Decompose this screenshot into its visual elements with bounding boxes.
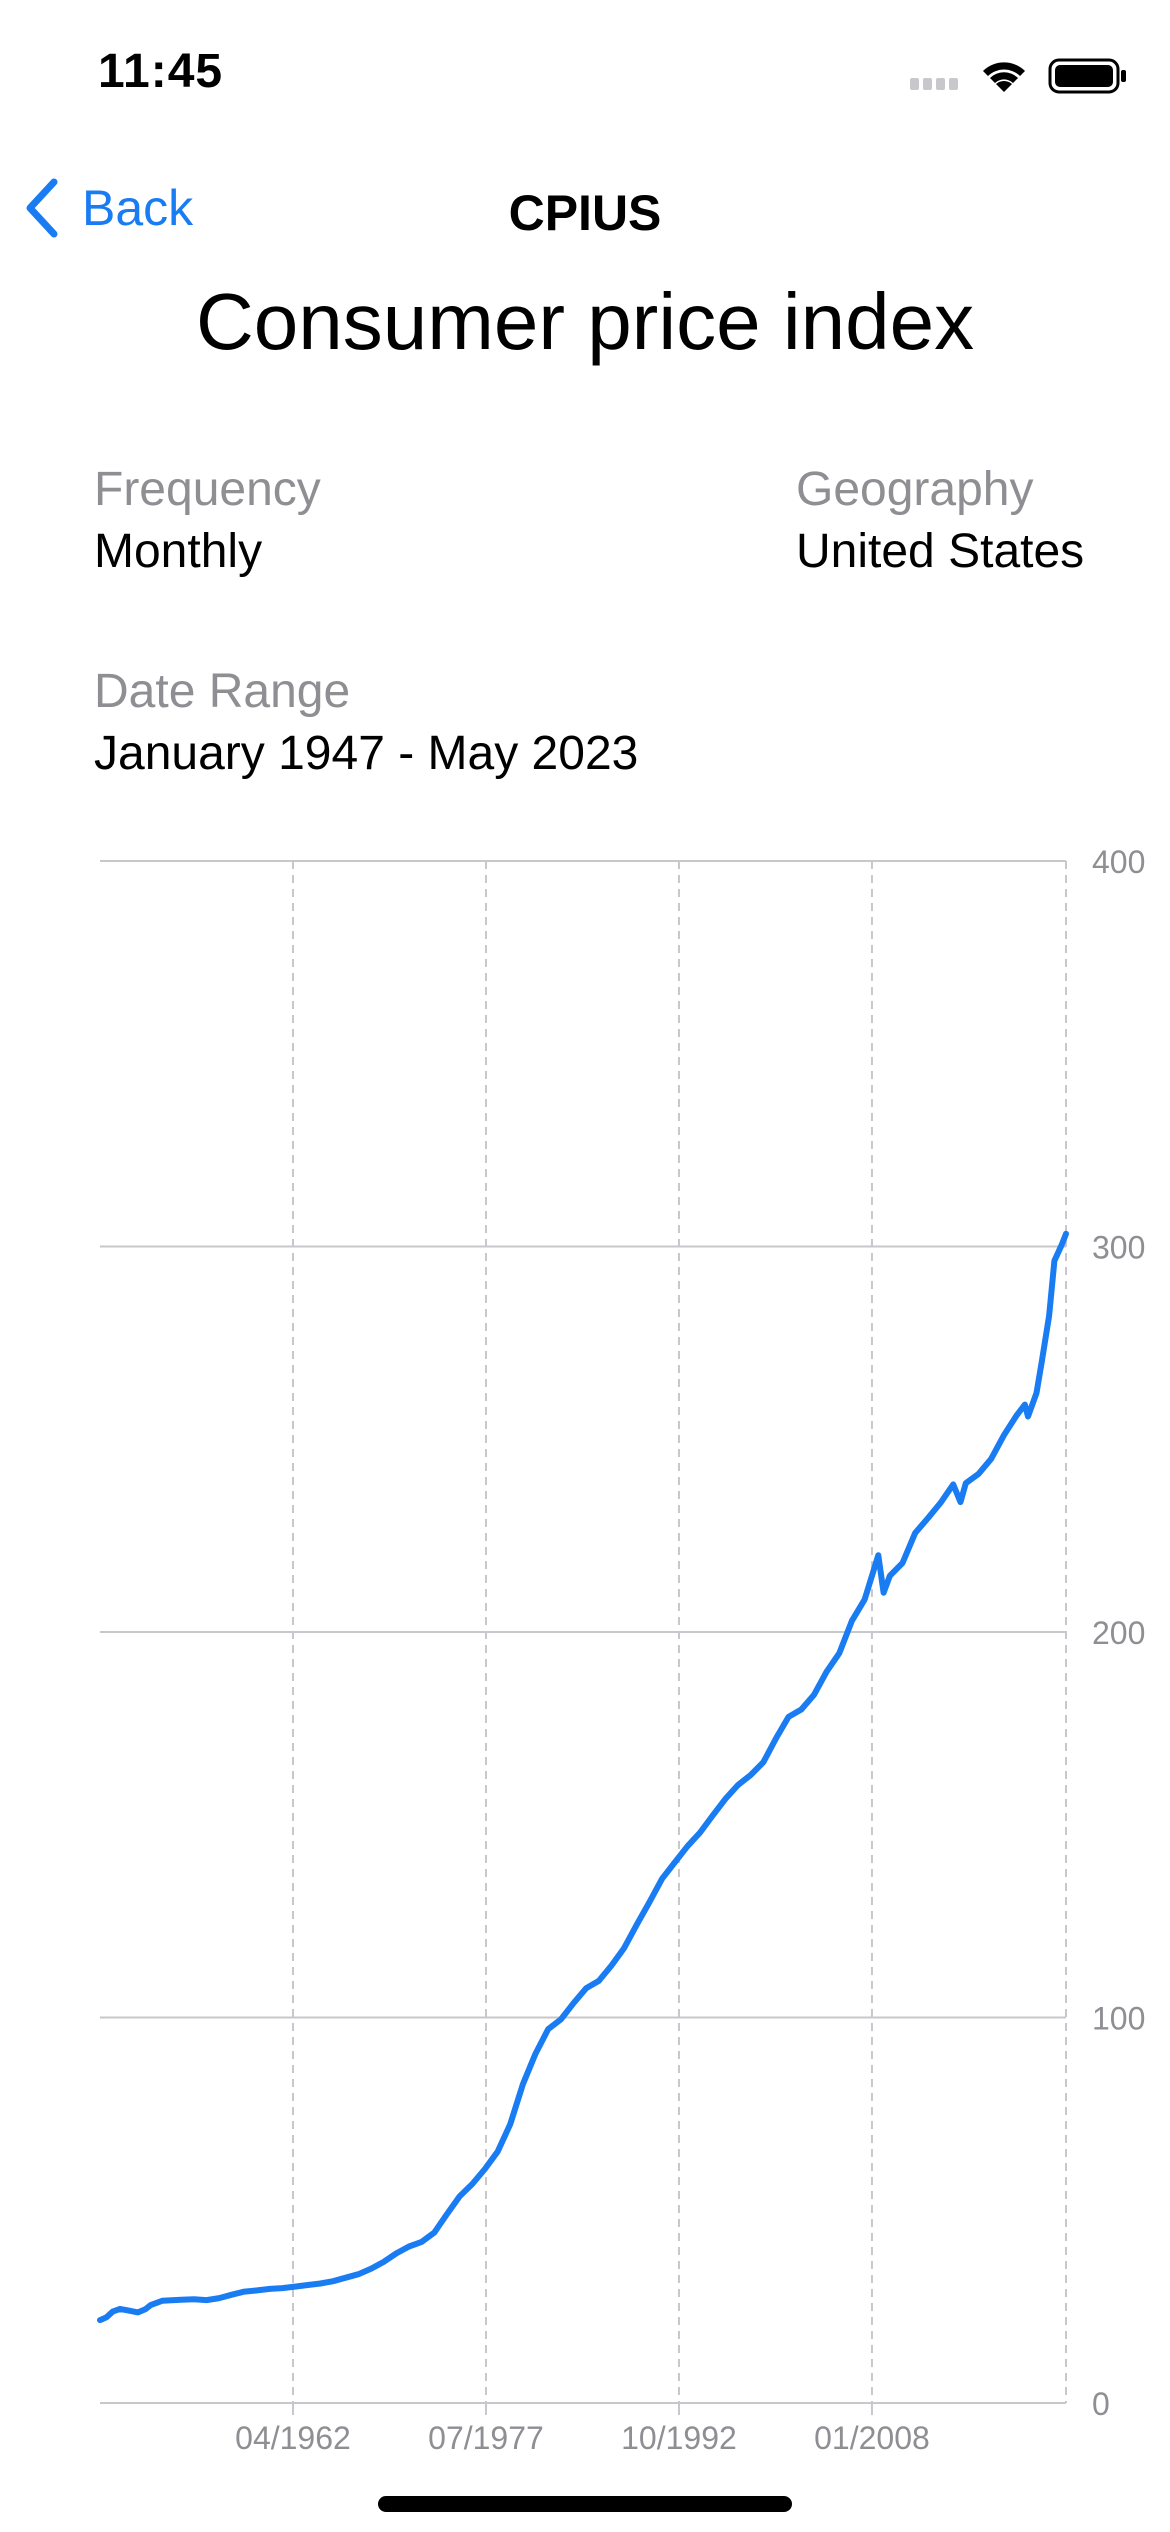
home-indicator[interactable]: [378, 2496, 792, 2512]
cpi-series-line: [97, 1230, 1069, 2324]
geography-value: United States: [796, 525, 1085, 578]
frequency-value: Monthly: [94, 525, 263, 578]
back-label: Back: [82, 180, 194, 236]
wifi-icon: [983, 62, 1025, 92]
geography-label: Geography: [796, 463, 1034, 516]
x-tick-label: 10/1992: [621, 2420, 737, 2456]
y-tick-label: 200: [1092, 1615, 1145, 1651]
x-tick-label: 04/1962: [235, 2420, 351, 2456]
chevron-left-icon: [26, 178, 58, 238]
frequency-label: Frequency: [94, 463, 321, 516]
date-range-value: January 1947 - May 2023: [94, 727, 639, 780]
status-bar: 11:45: [0, 0, 1170, 150]
status-time: 11:45: [98, 45, 224, 98]
battery-icon: [1048, 58, 1126, 94]
page-title: Consumer price index: [195, 277, 975, 366]
cellular-signal-icon: [910, 78, 958, 90]
y-tick-label: 100: [1092, 2001, 1145, 2037]
x-tick-label: 01/2008: [814, 2420, 930, 2456]
nav-bar: Back CPIUS: [0, 168, 1170, 248]
nav-title: CPIUS: [508, 185, 662, 241]
back-button[interactable]: Back: [24, 176, 193, 240]
y-tick-label: 300: [1092, 1230, 1145, 1266]
y-tick-label: 0: [1092, 2386, 1110, 2422]
status-icons: [910, 52, 1130, 96]
x-tick-label: 07/1977: [428, 2420, 544, 2456]
date-range-label: Date Range: [94, 665, 351, 718]
y-tick-label: 400: [1092, 844, 1145, 880]
